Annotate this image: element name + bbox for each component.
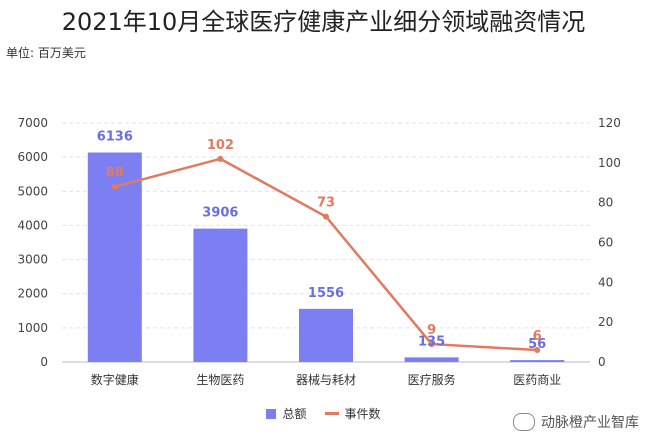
legend-item-count: 事件数 bbox=[324, 405, 381, 422]
y-right-tick-label: 80 bbox=[598, 196, 613, 210]
bar bbox=[510, 360, 565, 362]
y-left-tick-label: 6000 bbox=[17, 150, 48, 164]
x-tick-label: 医药商业 bbox=[513, 372, 561, 387]
y-right-tick-label: 0 bbox=[598, 355, 606, 369]
bar bbox=[404, 357, 459, 362]
y-left-tick-label: 5000 bbox=[17, 184, 48, 198]
y-left-tick-label: 0 bbox=[40, 355, 48, 369]
y-left-tick-label: 3000 bbox=[17, 253, 48, 267]
x-tick-label: 数字健康 bbox=[91, 372, 139, 387]
bar-data-label: 56 bbox=[528, 337, 546, 352]
legend-line-swatch bbox=[324, 412, 339, 415]
y-left-tick-label: 7000 bbox=[17, 116, 48, 130]
bar-data-label: 3906 bbox=[202, 206, 238, 221]
line-data-label: 88 bbox=[106, 166, 124, 181]
bar bbox=[299, 308, 353, 362]
legend-bar-swatch bbox=[266, 408, 277, 419]
line-data-label: 102 bbox=[207, 138, 234, 153]
line-point bbox=[428, 341, 435, 348]
legend-label-count: 事件数 bbox=[344, 407, 381, 421]
legend-item-total: 总额 bbox=[266, 405, 307, 422]
bar bbox=[193, 228, 248, 362]
x-tick-label: 器械与耗材 bbox=[296, 372, 356, 387]
y-right-tick-label: 40 bbox=[598, 275, 613, 289]
y-right-tick-label: 60 bbox=[598, 236, 613, 250]
bar-data-label: 135 bbox=[418, 334, 445, 349]
wechat-icon bbox=[513, 413, 535, 431]
unit-label: 单位: 百万美元 bbox=[6, 46, 86, 60]
watermark-text: 动脉橙产业智库 bbox=[541, 415, 639, 431]
chart-legend: 总额 事件数 bbox=[0, 405, 647, 422]
y-left-tick-label: 4000 bbox=[17, 218, 48, 232]
line-point bbox=[217, 155, 224, 162]
y-right-tick-label: 120 bbox=[598, 116, 621, 130]
bar-data-label: 6136 bbox=[97, 129, 133, 144]
y-left-tick-label: 1000 bbox=[17, 321, 48, 335]
line-data-label: 9 bbox=[427, 323, 436, 338]
watermark: 动脉橙产业智库 bbox=[513, 412, 639, 432]
line-data-label: 73 bbox=[317, 196, 335, 211]
y-left-tick-label: 2000 bbox=[17, 287, 48, 301]
y-right-tick-label: 20 bbox=[598, 315, 613, 329]
line-point bbox=[534, 347, 541, 354]
legend-label-total: 总额 bbox=[282, 407, 307, 421]
line-point bbox=[323, 213, 329, 220]
x-tick-label: 生物医药 bbox=[196, 373, 244, 387]
chart-title: 2021年10月全球医疗健康产业细分领域融资情况 bbox=[61, 8, 586, 36]
bar-data-label: 1556 bbox=[308, 286, 344, 301]
line-point bbox=[111, 183, 118, 190]
line-data-label: 6 bbox=[533, 329, 542, 344]
y-right-tick-label: 100 bbox=[598, 156, 621, 170]
x-tick-label: 医疗服务 bbox=[408, 372, 456, 387]
